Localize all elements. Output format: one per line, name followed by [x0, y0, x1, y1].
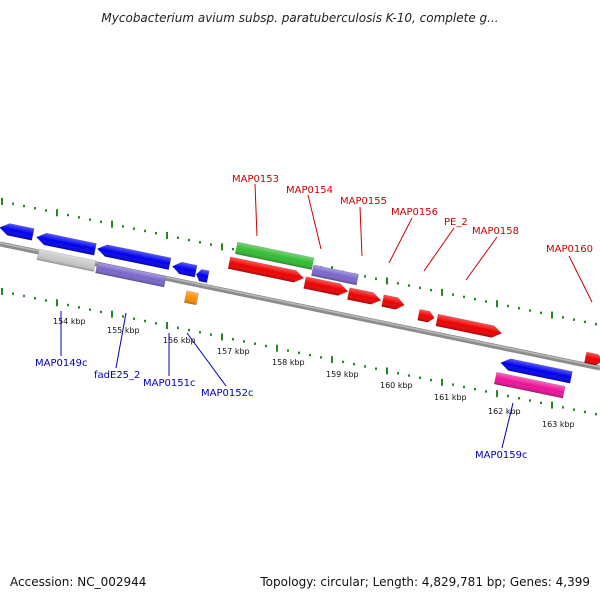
gene-arrow-blue-2-shading	[36, 233, 97, 256]
forward-gene-labels: MAP0153 MAP0154 MAP0155 MAP0156 PE_2 MAP…	[232, 174, 593, 255]
gene-box-purple-2-shading	[311, 264, 359, 285]
tick-marks	[1, 197, 597, 416]
gene-label-map0149c[interactable]: MAP0149c	[35, 358, 87, 369]
accession-text: Accession: NC_002944	[10, 575, 146, 589]
genome-stats-text: Topology: circular; Length: 4,829,781 bp…	[259, 575, 590, 589]
leader-map0158	[465, 236, 498, 281]
kbp-label-154: 154 kbp	[53, 317, 86, 326]
reverse-gene-labels: MAP0149c fadE25_2 MAP0151c MAP0152c MAP0…	[35, 358, 527, 461]
leader-map0155	[359, 206, 363, 257]
gene-features	[0, 223, 600, 399]
gene-label-pe2[interactable]: PE_2	[444, 217, 468, 228]
gene-arrow-red-7-shading	[584, 351, 600, 366]
gene-arrow-red-5-shading	[417, 309, 435, 323]
gene-label-map0159c[interactable]: MAP0159c	[475, 450, 527, 461]
gene-label-map0158[interactable]: MAP0158	[472, 226, 519, 237]
kbp-label-162: 162 kbp	[488, 407, 521, 416]
leader-map0152c	[186, 332, 227, 387]
kbp-label-161: 161 kbp	[434, 393, 467, 402]
gene-label-map0152c[interactable]: MAP0152c	[201, 388, 253, 399]
map-title: Mycobacterium avium subsp. paratuberculo…	[101, 11, 498, 25]
gene-box-pink-shading	[494, 372, 566, 399]
kbp-scale: 154 kbp 155 kbp 156 kbp 157 kbp 158 kbp …	[53, 317, 575, 429]
leader-map0159c	[501, 402, 514, 449]
gene-arrow-red-6-shading	[435, 314, 502, 338]
gene-arrow-red-1-shading	[228, 256, 304, 283]
gene-label-map0160[interactable]: MAP0160	[546, 244, 593, 255]
kbp-label-158: 158 kbp	[272, 358, 305, 367]
leader-map0156	[388, 217, 413, 264]
gene-box-orange-shading	[184, 290, 199, 305]
gene-label-map0155[interactable]: MAP0155	[340, 196, 387, 207]
leader-fade25-2	[115, 312, 127, 369]
gene-label-map0151c[interactable]: MAP0151c	[143, 378, 195, 389]
kbp-label-155: 155 kbp	[107, 326, 140, 335]
label-leader-lines	[60, 183, 593, 449]
gene-label-map0153[interactable]: MAP0153	[232, 174, 279, 185]
leader-map0153	[254, 183, 258, 237]
gene-arrow-red-4-shading	[381, 294, 405, 310]
gene-arrow-red-3-shading	[347, 287, 381, 305]
kbp-label-160: 160 kbp	[380, 381, 413, 390]
gene-box-purple-1-shading	[95, 262, 167, 288]
gene-label-map0156[interactable]: MAP0156	[391, 207, 438, 218]
gene-box-green-shading	[235, 242, 315, 270]
gene-arrow-blue-3-shading	[97, 244, 172, 270]
kbp-label-163: 163 kbp	[542, 420, 575, 429]
gene-label-map0154[interactable]: MAP0154	[286, 185, 333, 196]
gene-arrow-blue-6-shading	[500, 358, 573, 384]
kbp-label-159: 159 kbp	[326, 370, 359, 379]
gene-arrow-blue-5-shading	[196, 269, 210, 283]
kbp-label-157: 157 kbp	[217, 347, 250, 356]
gene-arrow-blue-1-shading	[0, 223, 35, 241]
gene-box-gray-shading	[36, 249, 96, 272]
leader-map0154	[307, 194, 322, 250]
gene-arrow-red-2-shading	[303, 276, 348, 296]
leader-pe2	[423, 227, 455, 272]
leader-map0160	[568, 255, 593, 303]
gene-arrow-blue-4-shading	[172, 262, 198, 278]
kbp-label-156: 156 kbp	[163, 336, 196, 345]
gene-label-fade25-2[interactable]: fadE25_2	[94, 370, 140, 381]
